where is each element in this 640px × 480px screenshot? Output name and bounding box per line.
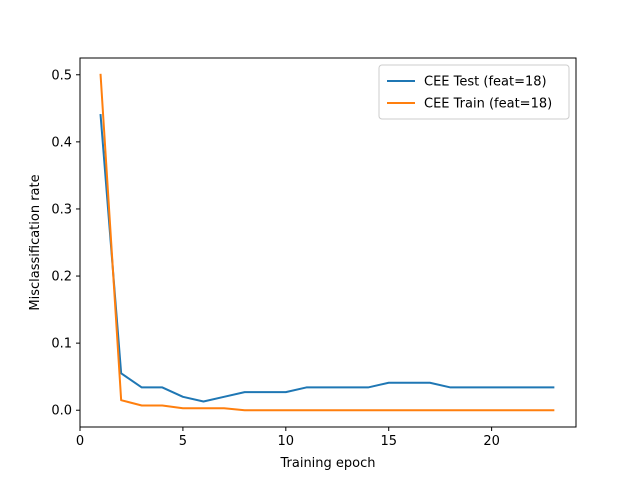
y-tick-label: 0.0 [51,404,72,419]
y-tick-label: 0.4 [51,135,72,150]
y-tick-label: 0.3 [51,202,72,217]
series-line-2 [99,73,555,412]
legend-entry-label: CEE Train (feat=18) [424,97,552,112]
x-tick-label: 10 [278,434,295,449]
x-tick-label: 0 [76,434,84,449]
y-tick-label: 0.5 [51,68,72,83]
x-tick-label: 5 [179,434,187,449]
x-tick-label: 15 [380,434,397,449]
y-tick-label: 0.2 [51,270,72,285]
series-line-1 [99,113,555,403]
x-axis-label: Training epoch [279,456,375,471]
x-axis-ticks: 0 5 10 15 20 [76,427,500,449]
x-tick-label: 20 [483,434,500,449]
legend-entry-label: CEE Test (feat=18) [424,75,547,90]
legend-box [378,64,570,120]
plot-frame [79,57,577,428]
legend: CEE Test (feat=18) CEE Train (feat=18) [378,64,570,120]
y-axis-label: Misclassification rate [28,174,43,310]
y-axis-ticks: 0.0 0.1 0.2 0.3 0.4 0.5 [51,68,80,419]
series-layer [99,73,555,412]
y-tick-label: 0.1 [51,337,72,352]
